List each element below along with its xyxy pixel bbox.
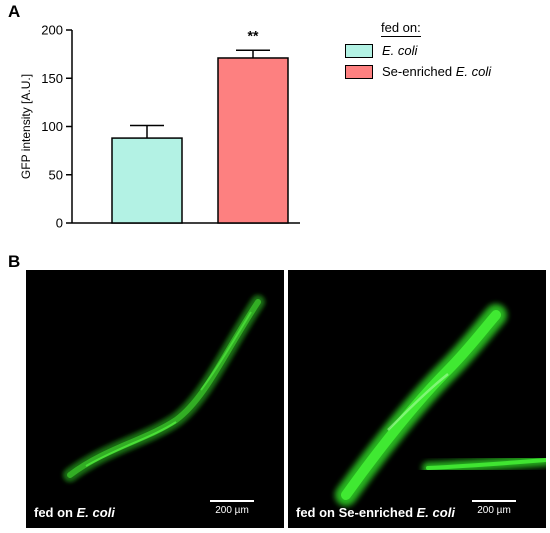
scale-bar-ecoli — [210, 500, 254, 502]
worm-image-ecoli — [63, 295, 265, 482]
worm-image-se-ecoli — [335, 304, 546, 506]
legend-title: fed on: — [381, 20, 421, 37]
caption-se-ecoli: fed on Se-enriched E. coli — [296, 505, 455, 520]
legend: fed on: E. coli Se-enriched E. coli — [345, 20, 491, 79]
legend-label-se-ecoli: Se-enriched E. coli — [382, 64, 492, 79]
legend-swatch-ecoli — [345, 43, 373, 58]
y-tick-label-150: 150 — [41, 71, 63, 86]
legend-swatch-se-ecoli — [345, 64, 373, 79]
y-tick-label-100: 100 — [41, 119, 63, 134]
significance-label: ** — [248, 27, 259, 43]
caption-ecoli: fed on E. coli — [34, 505, 115, 520]
scale-label-ecoli: 200 µm — [215, 505, 249, 516]
legend-label-ecoli: E. coli — [382, 43, 418, 58]
y-tick-label-0: 0 — [56, 216, 63, 231]
panel-label-b: B — [8, 252, 21, 271]
bar-0 — [111, 137, 183, 224]
micrograph-se-ecoli: 200 µm fed on Se-enriched E. coli — [288, 270, 546, 528]
scale-label-se-ecoli: 200 µm — [477, 505, 511, 516]
scale-bar-se-ecoli — [472, 500, 516, 502]
panel-label-a: A — [8, 2, 21, 21]
legend-item-se-ecoli: Se-enriched E. coli — [345, 64, 491, 79]
y-tick-label-50: 50 — [49, 167, 63, 182]
y-axis-label: GFP intensity [A.U.] — [19, 74, 33, 179]
micrograph-ecoli: 200 µm fed on E. coli — [26, 270, 284, 528]
bar-chart: 0 50 100 150 200 GFP intensity [A.U.] ** — [19, 23, 300, 231]
legend-item-ecoli: E. coli — [345, 43, 491, 58]
y-tick-label-200: 200 — [41, 23, 63, 38]
bar-1 — [217, 57, 289, 224]
